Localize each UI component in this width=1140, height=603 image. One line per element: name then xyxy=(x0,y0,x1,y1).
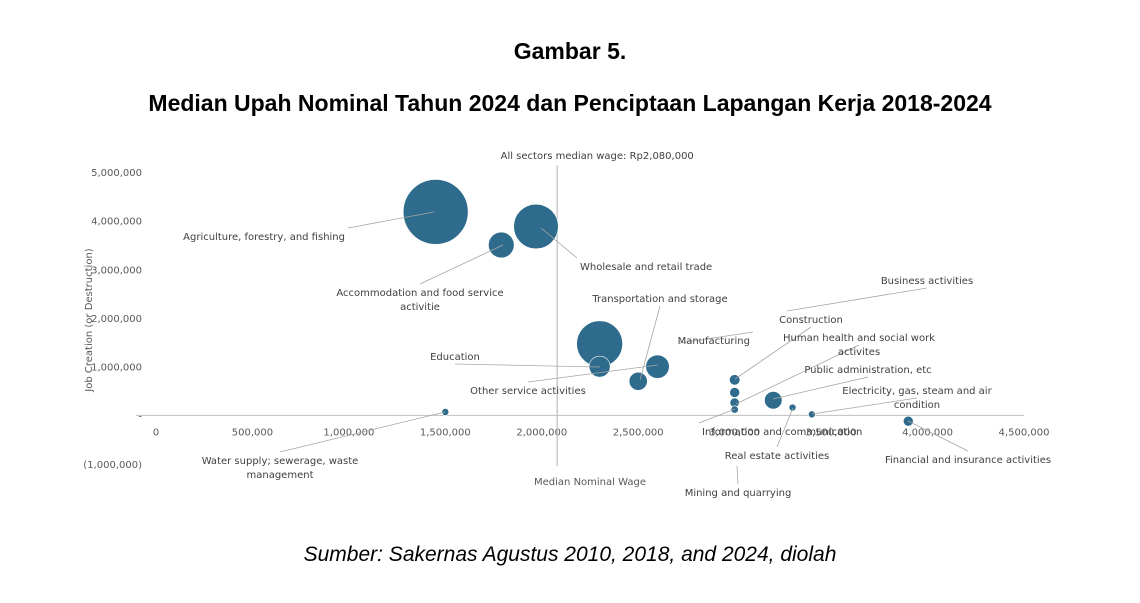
bubble-label: Business activities xyxy=(881,276,973,287)
leader-line xyxy=(734,326,812,380)
leader-line xyxy=(907,420,969,452)
leader-line xyxy=(454,363,601,368)
bubble-label: Financial and insurance activities xyxy=(885,455,1051,466)
leader-line xyxy=(735,344,860,405)
bubble-label: Accommodation and food service xyxy=(336,288,503,299)
bubble-point xyxy=(645,354,670,379)
leader-line xyxy=(698,408,736,424)
x-tick-label: 2,500,000 xyxy=(613,427,664,438)
leader-line xyxy=(772,376,869,400)
bubble-label: Agriculture, forestry, and fishing xyxy=(183,232,345,243)
bubble-label-line2: activites xyxy=(838,347,880,358)
leader-line xyxy=(279,411,446,453)
bubble-label: Wholesale and retail trade xyxy=(580,262,712,273)
bubble-label: Real estate activities xyxy=(725,451,829,462)
x-tick-label: 500,000 xyxy=(232,427,273,438)
bubble-label: Manufacturing xyxy=(678,336,750,347)
y-axis-title: Job Creation (or Destruction) xyxy=(84,248,95,392)
bubble-point xyxy=(488,231,515,259)
y-tick-label: 3,000,000 xyxy=(91,265,142,276)
bubble-point xyxy=(441,408,450,416)
x-axis-title: Median Nominal Wage xyxy=(534,477,646,488)
bubble-label: Construction xyxy=(779,315,843,326)
x-tick-label: 4,000,000 xyxy=(902,427,953,438)
leader-line xyxy=(786,287,928,312)
leader-line xyxy=(527,364,659,383)
leader-line xyxy=(639,305,661,381)
bubble-label: Electricity, gas, steam and air xyxy=(842,386,992,397)
bubble-label-line2: condition xyxy=(894,400,940,411)
bubble-label: Information and communication xyxy=(702,427,862,438)
bubble-label: Education xyxy=(430,352,480,363)
figure-source: Sumber: Sakernas Agustus 2010, 2018, and… xyxy=(303,543,837,566)
leader-line xyxy=(540,227,578,259)
y-tick-label: 5,000,000 xyxy=(91,168,142,179)
leader-line xyxy=(679,331,754,344)
figure-number: Gambar 5. xyxy=(513,38,627,64)
bubble-label: Public administration, etc xyxy=(804,365,931,376)
bubble-point xyxy=(729,387,740,398)
bubble-point xyxy=(628,371,648,391)
bubble-label: Other service activities xyxy=(470,386,586,397)
bubble-chart: 0 500,000 1,000,000 1,500,000 2,000,000 2,500… xyxy=(83,151,1051,499)
bubble-point xyxy=(764,391,783,410)
y-tick-label: 4,000,000 xyxy=(91,217,142,228)
bubble-point xyxy=(788,403,797,412)
bubble-point xyxy=(402,179,469,245)
bubble-point xyxy=(729,374,741,386)
median-reference-label: All sectors median wage: Rp2,080,000 xyxy=(501,151,694,162)
bubble-label-line2: management xyxy=(247,470,314,481)
bubble-label: Mining and quarrying xyxy=(685,488,792,499)
bubble-label: Transportation and storage xyxy=(591,294,727,305)
bubble-point xyxy=(808,410,816,419)
figure-title: Median Upah Nominal Tahun 2024 dan Penci… xyxy=(148,90,992,116)
x-tick-label: 1,000,000 xyxy=(323,427,374,438)
x-tick-label: 3,500,000 xyxy=(806,427,857,438)
y-tick-label: (1,000,000) xyxy=(83,460,142,471)
x-tick-label: 2,000,000 xyxy=(516,427,567,438)
y-tick-label: - xyxy=(138,411,142,422)
leader-line xyxy=(419,244,504,285)
y-tick-label: 1,000,000 xyxy=(91,363,142,374)
bubble-label: Water supply; sewerage, waste xyxy=(202,456,359,467)
bubble-point xyxy=(513,203,559,250)
x-tick-label: 1,500,000 xyxy=(420,427,471,438)
bubble-label-line2: activitie xyxy=(400,302,440,313)
y-tick-label: 2,000,000 xyxy=(91,314,142,325)
leader-line xyxy=(776,407,794,448)
leader-line xyxy=(811,397,918,415)
x-tick-label: 0 xyxy=(153,427,159,438)
leader-line xyxy=(347,211,435,229)
x-tick-label: 3,000,000 xyxy=(709,427,760,438)
bubble-label: Human health and social work xyxy=(783,333,935,344)
leader-line xyxy=(736,465,739,485)
x-tick-label: 4,500,000 xyxy=(999,427,1050,438)
